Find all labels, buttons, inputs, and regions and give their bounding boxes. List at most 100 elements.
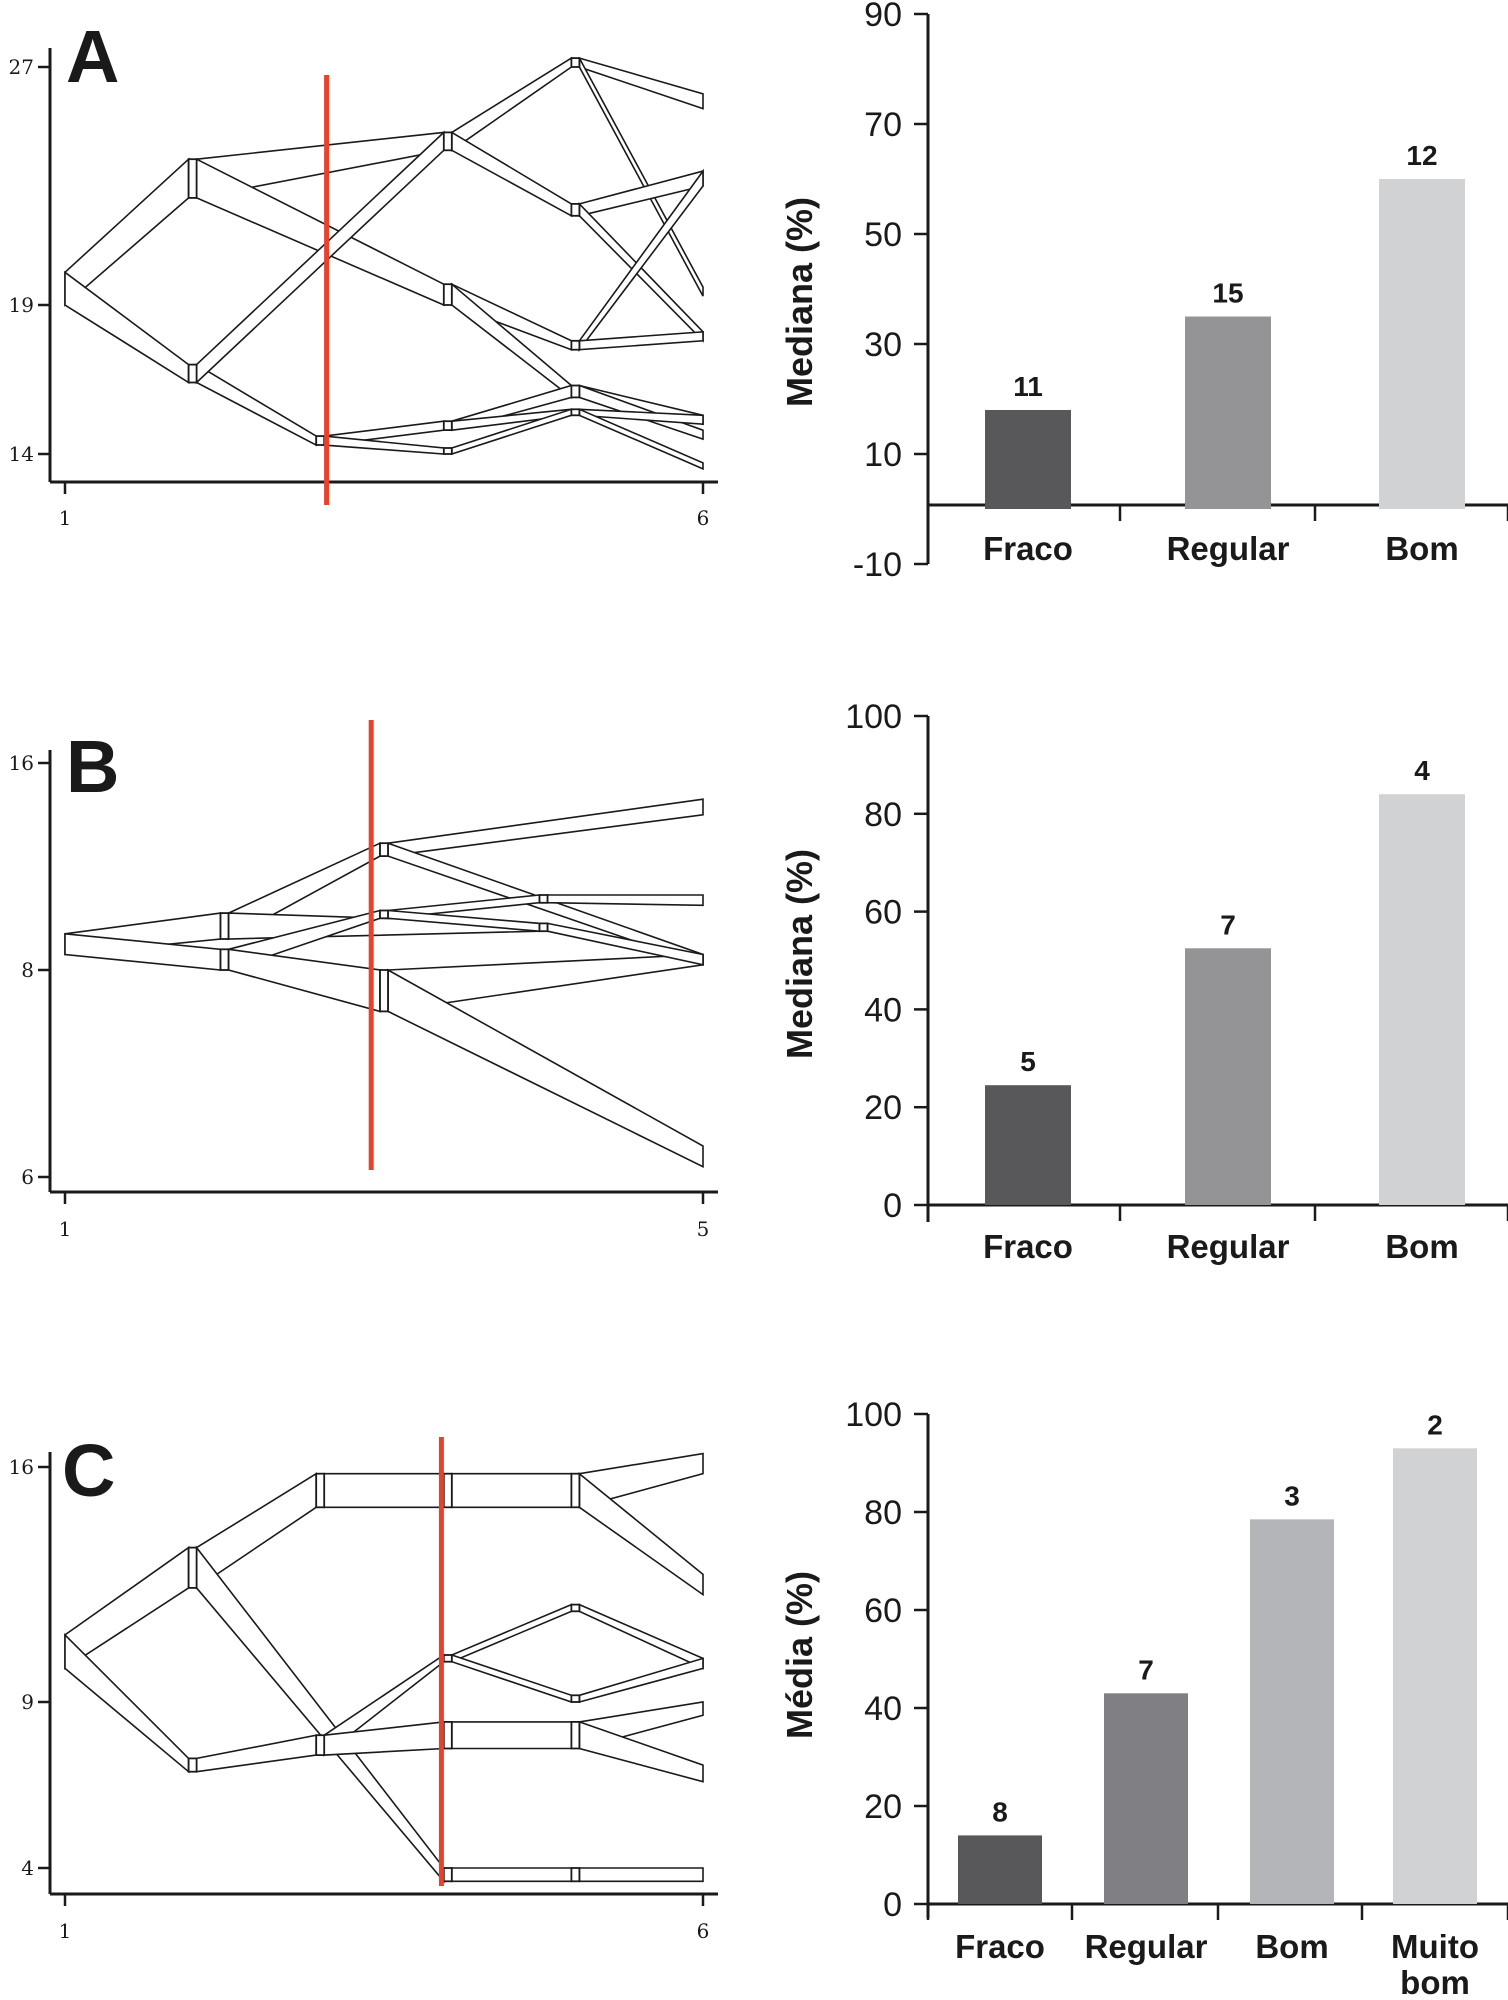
panel-c-lineage-xtick-label: 6 (697, 1919, 710, 1943)
panel-c-bar-chart: Média (%) 100 80 60 40 20 0 8 Fraco 7 Regular 3 Bo… (779, 1396, 1508, 2000)
panel-c-lineage-xtick-label: 1 (59, 1919, 72, 1943)
panel-b-lineage-node (538, 894, 549, 904)
panel-b-bar (985, 1085, 1071, 1205)
panel-a-lineage-edge (64, 157, 190, 307)
panel-c-lineage-node (187, 1546, 198, 1589)
panel-c-lineage-node (442, 1721, 453, 1750)
panel-b-bar-category-label: Regular (1167, 1228, 1290, 1265)
panel-c-lineage-edge (450, 1603, 573, 1663)
panel-a-bar-ytick-label: 30 (864, 326, 902, 364)
panel-a-lineage-node (570, 339, 581, 351)
panel-c-bar-category-label: Fraco (955, 1928, 1045, 1965)
panel-c-bar-ytick-label: 100 (845, 1396, 902, 1434)
panel-b-lineage-node (379, 969, 389, 1013)
panel-b-bar-ytick-label: 60 (864, 894, 902, 932)
panel-a-lineage-node (570, 408, 581, 417)
panel-b-bar-count-label: 7 (1220, 909, 1236, 940)
panel-b-lineage-node (219, 948, 230, 971)
panel-a-bar-count-label: 12 (1406, 140, 1437, 171)
panel-c-lineage-edge (195, 1734, 318, 1773)
panel-c-lineage-node (570, 1867, 581, 1883)
panel-c-bar-category-label: Bom (1255, 1928, 1328, 1965)
panel-a-bar-category-label: Bom (1385, 530, 1458, 567)
panel-a-bar-chart: Mediana (%) 90 70 50 30 10 -10 11 Fraco 15 Regul… (779, 0, 1508, 584)
panel-a-lineage-node (570, 384, 581, 399)
panel-c-label: C (62, 1429, 115, 1512)
panel-a-lineage-edge (195, 363, 318, 447)
panel-a-bar-y-axis-title: Mediana (%) (779, 197, 820, 407)
panel-b-bar-y-axis-title: Mediana (%) (779, 849, 820, 1059)
panel-c-lineage-node (442, 1472, 453, 1509)
panel-b-bar (1379, 794, 1465, 1205)
panel-c-bar-ytick-label: 0 (883, 1886, 902, 1924)
panel-c-lineage-edge (195, 1545, 445, 1884)
panel-c-lineage-edge (450, 1721, 573, 1750)
panel-c-lineage-edge (450, 1472, 573, 1509)
panel-a-bar-count-label: 15 (1212, 278, 1243, 309)
panel-a-bar-count-label: 11 (1013, 371, 1043, 402)
panel-a-bar-ytick-label: 50 (864, 216, 902, 254)
panel-c-bar-count-label: 7 (1138, 1654, 1154, 1685)
panel-b-bar-count-label: 4 (1414, 755, 1430, 786)
panel-a-bar-ytick-label: -10 (853, 546, 902, 584)
panel-c-lineage-edge (64, 1632, 190, 1774)
panel-a-bar-ytick-label: 90 (864, 0, 902, 34)
panel-b-lineage-chart: 16 8 6 1 5 B (9, 720, 718, 1241)
panel-c-bar-ytick-label: 80 (864, 1494, 902, 1532)
panel-a-lineage-node (442, 420, 453, 432)
panel-a-lineage-edge (323, 435, 445, 455)
panel-c-lineage-ytick-label: 4 (21, 1856, 34, 1880)
panel-a-lineage-node (570, 202, 581, 217)
panel-b-lineage-ytick-label: 8 (21, 958, 34, 982)
panel-c-lineage-node (442, 1867, 453, 1883)
panel-c-bar (958, 1835, 1042, 1904)
panel-c-lineage-node (315, 1472, 326, 1509)
panel-a-bar-ytick-label: 10 (864, 436, 902, 474)
panel-a-lineage-ytick-label: 19 (9, 293, 34, 317)
panel-b-lineage-edge (387, 798, 704, 858)
panel-b-lineage-ytick-label: 6 (21, 1165, 34, 1189)
panel-b-bar-ytick-label: 0 (883, 1187, 902, 1225)
panel-c-bar-ytick-label: 20 (864, 1788, 902, 1826)
panel-c-lineage-ytick-label: 9 (21, 1690, 34, 1714)
panel-a-lineage-edge (450, 56, 573, 152)
panel-c-bar (1250, 1519, 1334, 1904)
panel-c-lineage-node (570, 1721, 581, 1750)
panel-c-lineage-edge (450, 1867, 573, 1883)
panel-c-bar-count-label: 2 (1427, 1409, 1443, 1440)
panel-c-lineage-edge (578, 1657, 704, 1704)
panel-c-bar-ytick-label: 60 (864, 1592, 902, 1630)
panel-c-lineage-edge (323, 1472, 445, 1509)
panel-c-bar-count-label: 8 (992, 1796, 1008, 1827)
panel-b-bar-ytick-label: 100 (845, 698, 902, 736)
panel-b-lineage-xtick-label: 5 (697, 1217, 710, 1241)
panel-a-lineage-node (442, 447, 453, 455)
panel-b-bar (1185, 948, 1271, 1205)
panel-a-lineage-node (315, 435, 326, 446)
panel-b-lineage-xtick-label: 1 (59, 1217, 72, 1241)
panel-c-bar-category-label: Regular (1085, 1928, 1208, 1965)
panel-a-lineage-node (570, 57, 581, 68)
panel-a-label: A (66, 15, 119, 98)
panel-b-bar-count-label: 5 (1020, 1046, 1036, 1077)
panel-c-lineage-node (570, 1603, 581, 1613)
panel-b-bar-category-label: Bom (1385, 1228, 1458, 1265)
panel-b-lineage-node (379, 909, 389, 920)
panel-c-bar-y-axis-title: Média (%) (779, 1571, 820, 1739)
panel-c-lineage-edge (578, 1472, 704, 1597)
panel-c-lineage-edge (64, 1546, 190, 1670)
panel-c-bar (1393, 1448, 1477, 1904)
panel-b-bar-chart: Mediana (%) 100 80 60 40 20 0 5 Fraco 7 Regular 4… (779, 698, 1508, 1265)
panel-a-lineage-node (442, 283, 453, 306)
panel-c-bar-ytick-label: 40 (864, 1690, 902, 1728)
panel-b-bar-ytick-label: 80 (864, 796, 902, 834)
panel-b-bar-category-label: Fraco (983, 1228, 1073, 1265)
panel-a-lineage-ytick-label: 27 (9, 55, 34, 79)
panel-c-bar (1104, 1693, 1188, 1904)
panel-a-lineage-node (442, 131, 453, 152)
panel-c-lineage-node (442, 1654, 453, 1663)
panel-a-lineage-node (187, 158, 198, 199)
panel-b-lineage-edge (546, 894, 704, 907)
panel-a-bar (1185, 316, 1271, 509)
